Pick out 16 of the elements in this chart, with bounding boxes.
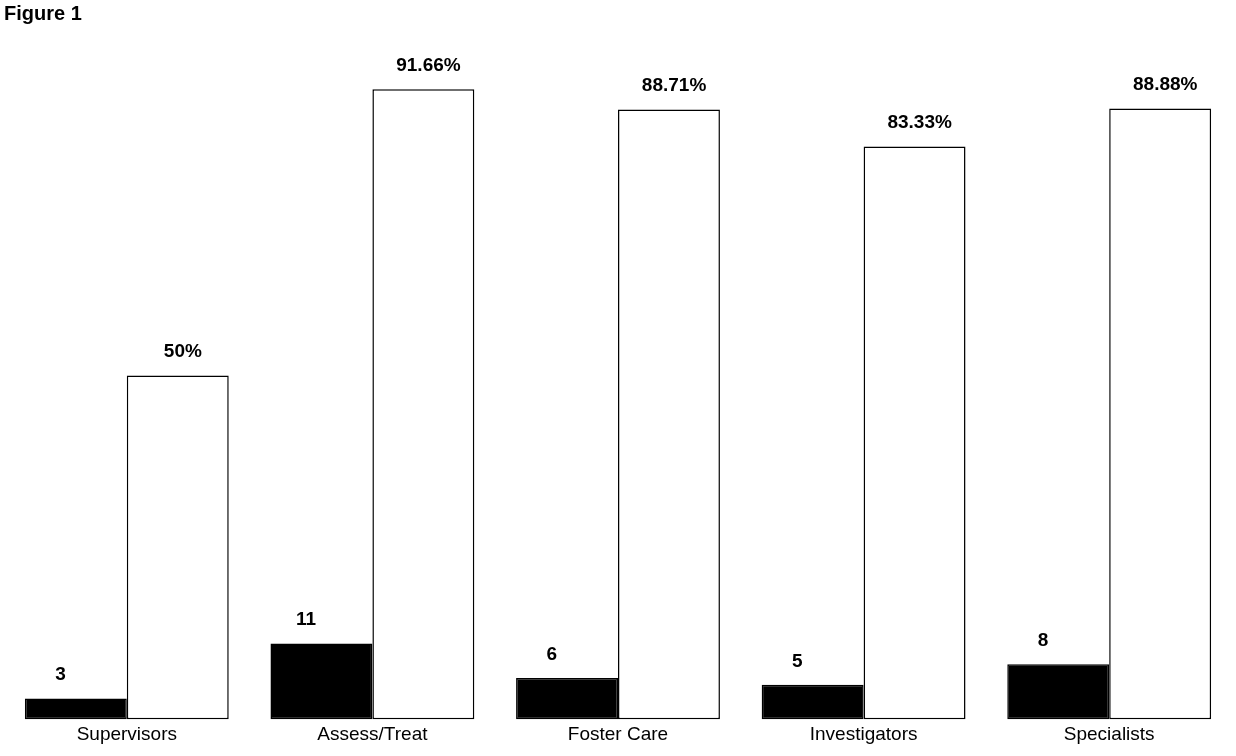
data-label: 50% [163,340,202,362]
chart-title: Figure 1 [4,1,82,24]
x-tick-label: Assess/Treat [317,722,429,744]
data-label: 11 [296,608,317,630]
x-tick-label: Supervisors [76,722,177,744]
data-label: 5 [792,649,804,671]
data-label: 6 [546,642,558,664]
data-label: 91.66% [396,54,461,76]
data-label: 88.88% [1133,73,1198,95]
data-label: 88.71% [641,74,707,96]
data-label: 83.33% [887,111,952,133]
x-tick-label: Specialists [1063,722,1155,744]
data-label: 3 [55,663,66,685]
x-tick-label: Investigators [809,722,918,744]
data-label: 8 [1037,628,1049,650]
x-tick-label: Foster Care [567,722,669,744]
